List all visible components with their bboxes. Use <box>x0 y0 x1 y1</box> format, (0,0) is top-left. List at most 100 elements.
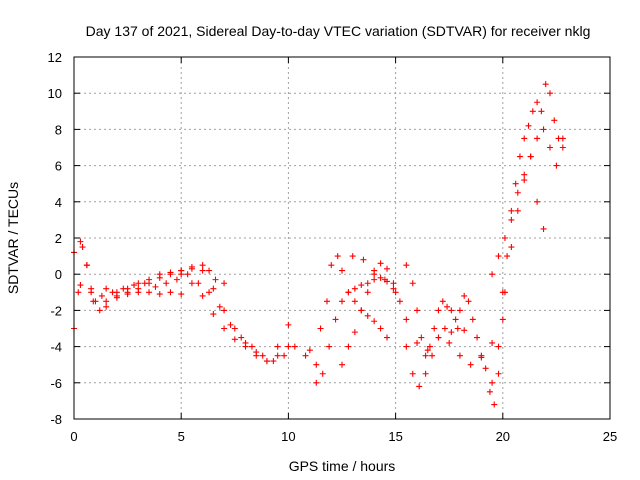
data-point <box>146 289 153 296</box>
data-point <box>253 352 260 359</box>
data-point <box>403 262 410 269</box>
data-point <box>206 267 213 274</box>
data-point <box>163 280 170 287</box>
y-tick-label: 8 <box>55 122 62 137</box>
data-point <box>167 289 174 296</box>
data-point <box>521 171 528 178</box>
data-point <box>504 253 511 260</box>
data-point <box>90 298 97 305</box>
data-point <box>441 325 448 332</box>
data-point <box>431 325 438 332</box>
data-point <box>439 298 446 305</box>
data-point <box>221 280 228 287</box>
data-point <box>360 256 367 263</box>
data-point <box>351 285 358 292</box>
data-point <box>358 307 365 314</box>
data-point <box>302 352 309 359</box>
data-point <box>454 325 461 332</box>
data-point <box>103 298 110 305</box>
data-point <box>521 135 528 142</box>
data-point <box>534 99 541 106</box>
data-point <box>377 325 384 332</box>
y-tick-label: 0 <box>55 267 62 282</box>
data-point <box>508 216 515 223</box>
series-arc-c <box>77 271 320 386</box>
data-point <box>339 361 345 368</box>
y-tick-label: -6 <box>50 376 62 391</box>
data-point <box>474 334 481 341</box>
data-point <box>371 276 378 283</box>
x-tick-label: 0 <box>70 429 77 444</box>
data-point <box>274 352 281 359</box>
data-point <box>345 343 352 350</box>
data-point <box>403 343 410 350</box>
data-point <box>135 289 142 296</box>
data-point <box>465 298 472 305</box>
data-point <box>103 285 110 292</box>
series-arc-h <box>339 260 403 368</box>
series-arc-g <box>317 253 391 341</box>
data-point <box>152 283 159 290</box>
y-tick-label: 6 <box>55 159 62 174</box>
data-point <box>390 285 397 292</box>
data-point <box>124 291 131 298</box>
data-point <box>285 343 292 350</box>
data-point <box>364 289 371 296</box>
data-point <box>461 292 468 299</box>
x-tick-label: 10 <box>281 429 295 444</box>
grid <box>74 57 610 419</box>
series-arc-j <box>403 325 468 390</box>
data-point <box>469 316 476 323</box>
series-arc-e <box>178 271 292 365</box>
data-point <box>461 327 468 334</box>
data-point <box>499 316 506 323</box>
data-point <box>508 244 515 251</box>
data-point <box>512 180 519 187</box>
data-point <box>467 361 474 368</box>
data-points <box>71 81 566 408</box>
data-point <box>426 343 433 350</box>
y-tick-label: 2 <box>55 231 62 246</box>
data-point <box>317 325 324 332</box>
x-tick-label: 15 <box>388 429 402 444</box>
series-arc-d <box>103 285 185 298</box>
data-point <box>306 347 313 354</box>
data-point <box>231 325 238 332</box>
data-point <box>188 280 195 287</box>
data-point <box>414 339 421 346</box>
data-point <box>553 162 560 169</box>
data-point <box>313 361 320 368</box>
data-point <box>349 253 356 260</box>
data-point <box>409 280 416 287</box>
data-point <box>178 291 185 298</box>
data-point <box>418 334 425 341</box>
data-point <box>221 325 228 332</box>
data-point <box>486 388 493 395</box>
data-point <box>98 292 105 299</box>
data-point <box>120 285 127 292</box>
data-point <box>444 303 451 310</box>
data-point <box>516 153 523 160</box>
data-point <box>422 352 429 359</box>
data-point <box>326 343 333 350</box>
y-axis-label: SDTVAR / TECUs <box>5 182 21 294</box>
data-point <box>424 347 431 354</box>
data-point <box>446 339 453 346</box>
data-point <box>113 294 120 301</box>
data-point <box>546 144 553 151</box>
data-point <box>328 262 335 269</box>
data-point <box>495 253 502 260</box>
data-point <box>489 339 496 346</box>
data-point <box>501 289 508 296</box>
data-point <box>521 177 528 184</box>
data-point <box>371 267 378 274</box>
data-point <box>495 370 502 377</box>
data-point <box>381 276 388 283</box>
data-point <box>546 90 553 97</box>
data-point <box>396 298 403 305</box>
data-point <box>456 352 463 359</box>
y-tick-label: 10 <box>48 86 62 101</box>
data-point <box>167 271 174 278</box>
data-point <box>238 334 245 341</box>
